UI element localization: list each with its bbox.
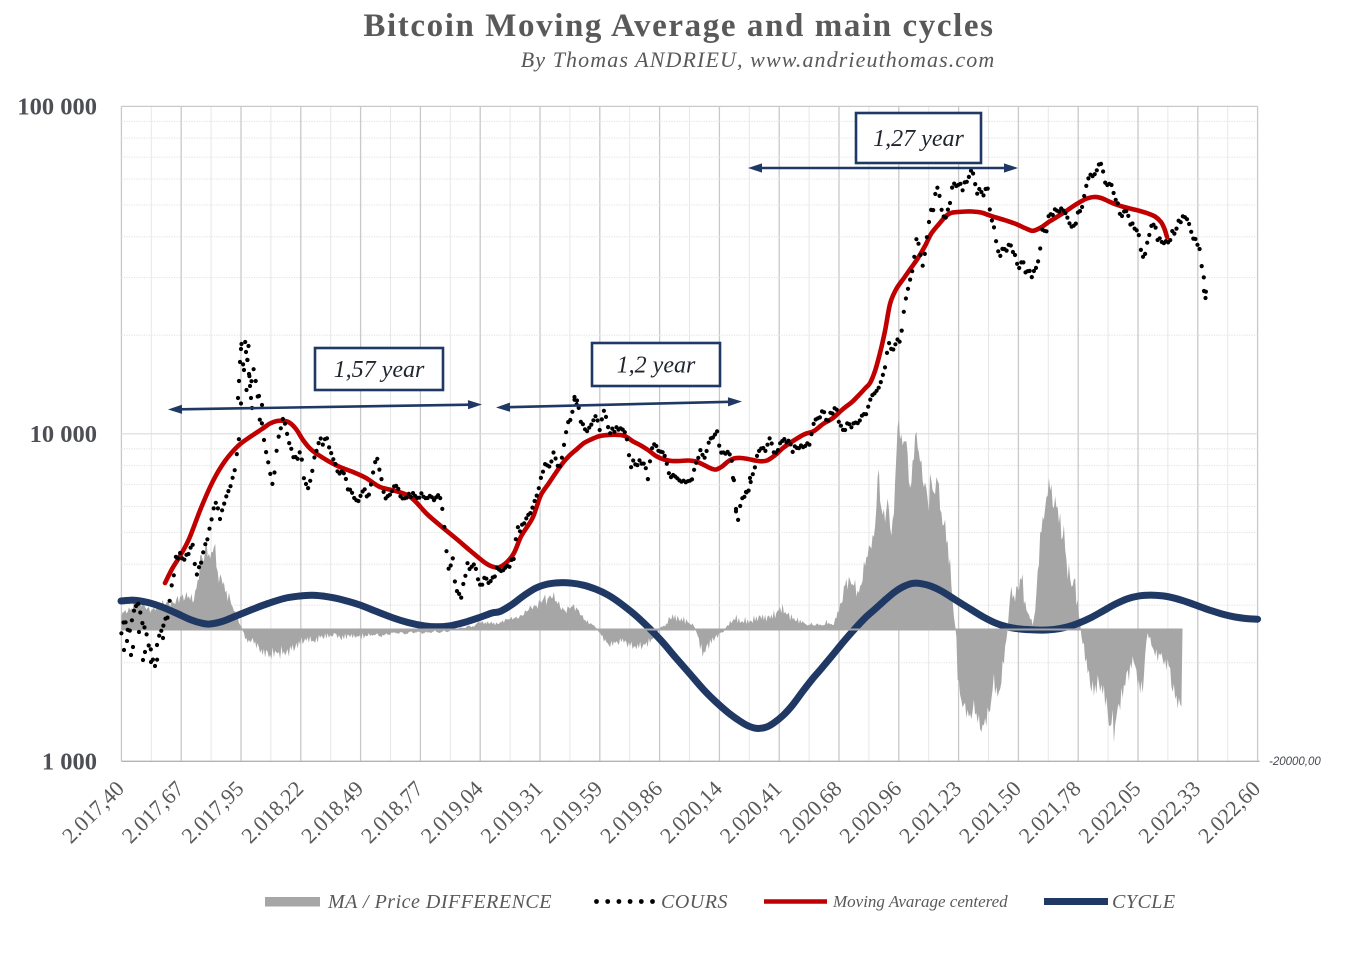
svg-text:-20000,00: -20000,00 (1269, 756, 1321, 768)
svg-text:Moving Avarage centered: Moving Avarage centered (832, 892, 1008, 911)
svg-text:1,27 year: 1,27 year (873, 126, 964, 152)
svg-text:1 000: 1 000 (42, 748, 97, 775)
svg-text:MA / Price DIFFERENCE: MA / Price DIFFERENCE (327, 891, 552, 913)
svg-text:1,57 year: 1,57 year (334, 357, 425, 383)
svg-text:100 000: 100 000 (17, 93, 97, 120)
svg-text:COURS: COURS (661, 891, 728, 913)
svg-text:Bitcoin Moving Average and mai: Bitcoin Moving Average and main cycles (363, 8, 994, 44)
svg-text:By Thomas ANDRIEU, www.andrieu: By Thomas ANDRIEU, www.andrieuthomas.com (521, 47, 996, 72)
svg-text:1,2 year: 1,2 year (617, 353, 696, 379)
svg-text:10 000: 10 000 (30, 421, 97, 448)
svg-text:CYCLE: CYCLE (1112, 891, 1176, 913)
